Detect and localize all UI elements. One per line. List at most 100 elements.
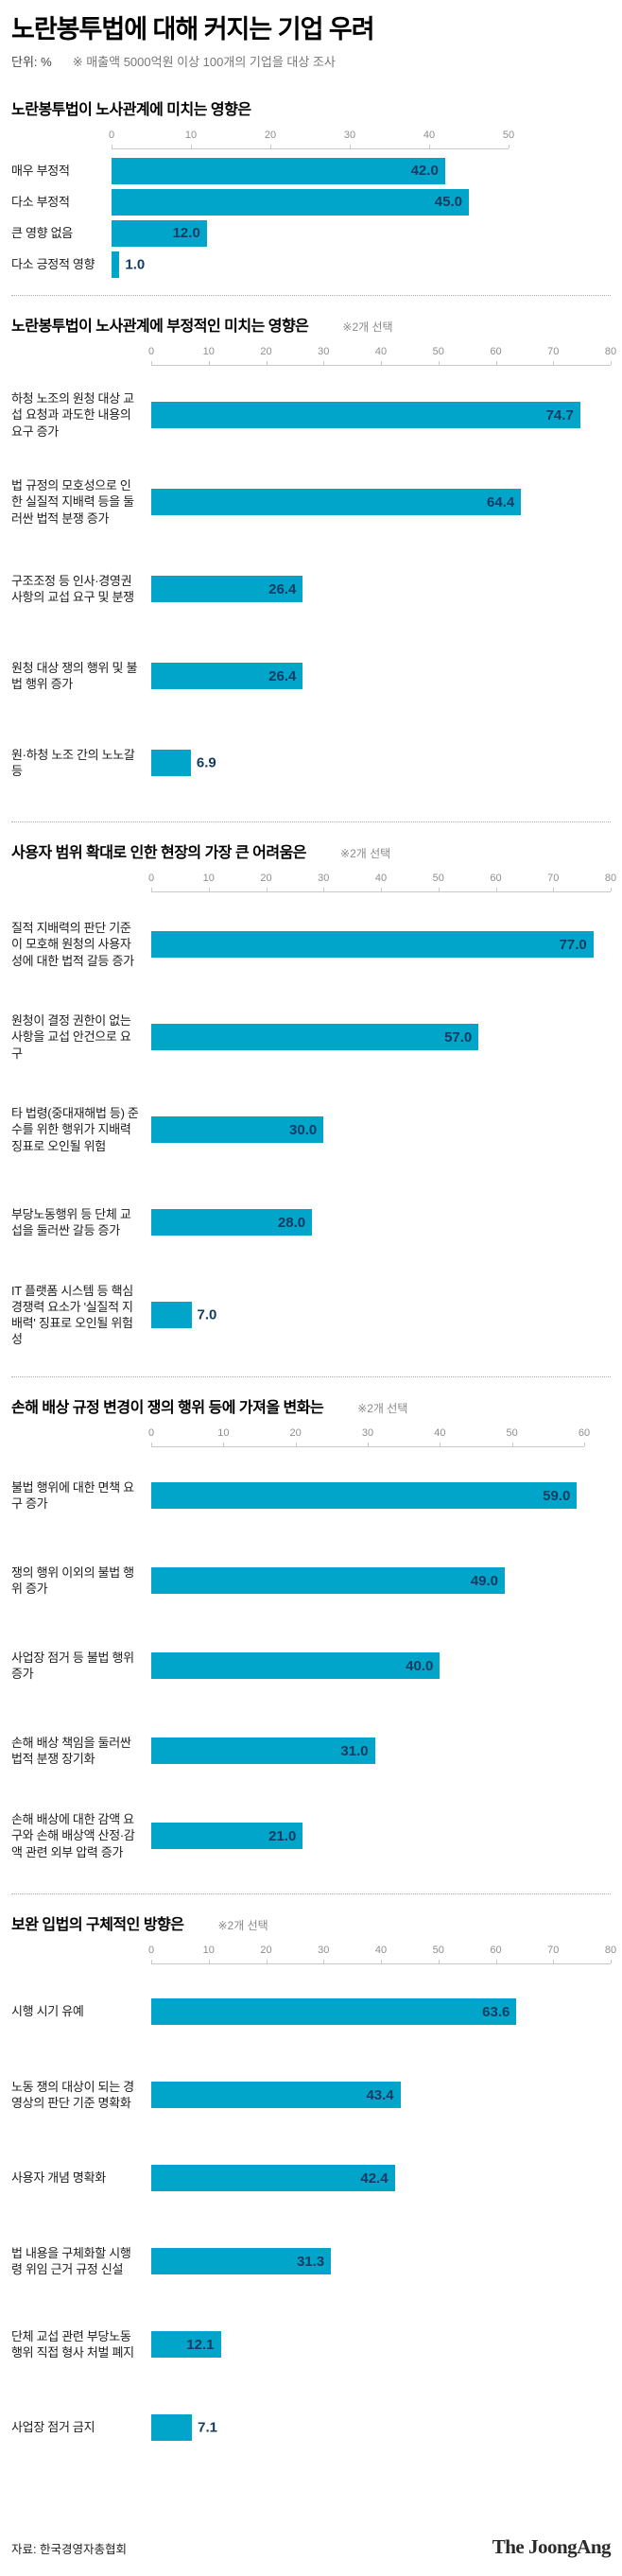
- x-axis: 0 10 20 30 40 50 60: [11, 1426, 611, 1448]
- axis-tick-label: 50: [506, 1427, 518, 1440]
- section-separator: [11, 1893, 611, 1895]
- axis-tick-mark: [323, 888, 325, 892]
- bar-area: 49.0: [151, 1567, 584, 1595]
- bar: 77.0: [151, 931, 594, 959]
- bar: 64.4: [151, 489, 522, 516]
- axis-tick-label: 40: [374, 1945, 388, 1957]
- category-label: 사업장 점거 등 불법 행위 증가: [11, 1650, 134, 1682]
- bar-area: 77.0: [151, 931, 611, 959]
- axis-tick-label: 80: [604, 873, 617, 885]
- axis-tick-label: 60: [490, 873, 502, 885]
- axis-tick-label: 60: [490, 346, 502, 358]
- category-label: 손해 배상에 대한 감액 요구와 손해 배상액 산정·감액 관련 외부 압력 증…: [11, 1812, 135, 1859]
- bar: 42.4: [151, 2165, 395, 2192]
- axis-tick-label: 10: [202, 346, 215, 358]
- axis-tick-label: 80: [604, 346, 617, 358]
- value-label: 7.0: [197, 1306, 217, 1323]
- chart-section-4: 손해 배상 규정 변경이 쟁의 행위 등에 가져올 변화는 ※2개 선택 0 10 20…: [11, 1394, 611, 1878]
- value-label: 63.6: [482, 2003, 510, 2020]
- axis-tick-label: 40: [374, 346, 388, 358]
- bar-row: 원·하청 노조 간의 노노갈등 6.9: [11, 719, 611, 806]
- bar: 21.0: [151, 1823, 303, 1850]
- bar: 42.0: [112, 157, 445, 184]
- value-label: 30.0: [289, 1121, 318, 1138]
- chart-section-1: 노란봉투법이 노사관계에 미치는 영향은 0 10 20 30 40 50 매우 부정적 42.…: [11, 96, 611, 280]
- value-label: 28.0: [277, 1214, 306, 1231]
- value-label: 26.4: [268, 580, 297, 597]
- value-label: 45.0: [434, 194, 462, 211]
- category-label: 원청 대상 쟁의 행위 및 불법 행위 증가: [11, 660, 138, 692]
- bar: 43.4: [151, 2082, 401, 2109]
- axis-tick-label: 40: [374, 873, 388, 885]
- chart-heading-row: 사용자 범위 확대로 인한 현장의 가장 큰 어려움은 ※2개 선택: [11, 839, 611, 862]
- axis-tick-mark: [223, 1443, 225, 1447]
- bar-row: 부당노동행위 등 단체 교섭을 둘러싼 갈등 증가 28.0: [11, 1176, 611, 1269]
- x-axis: 0 10 20 30 40 50 60 70 80: [11, 1944, 616, 1965]
- bar-area: 21.0: [151, 1823, 584, 1850]
- bar-area: 30.0: [151, 1116, 611, 1144]
- axis-tick-mark: [208, 1960, 210, 1964]
- source-label: 자료: 한국경영자총협회: [11, 2543, 127, 2556]
- value-label: 59.0: [543, 1487, 571, 1504]
- axis-tick-mark: [270, 145, 271, 149]
- category-label: 부당노동행위 등 단체 교섭을 둘러싼 갈등 증가: [11, 1206, 131, 1238]
- category-label: 매우 부정적: [11, 163, 70, 178]
- section-separator: [11, 1376, 611, 1378]
- axis-tick-mark: [381, 1960, 382, 1964]
- axis-spacer: [11, 345, 151, 366]
- bar: 40.0: [151, 1652, 441, 1680]
- axis-tick-label: 20: [289, 1427, 302, 1440]
- subtitle-row: 단위: % ※ 매출액 5000억원 이상 100개의 기업을 대상 조사: [11, 52, 611, 70]
- axis-tick-mark: [611, 888, 612, 892]
- bar: 7.0: [151, 1302, 216, 1329]
- chart-heading-row: 노란봉투법이 노사관계에 미치는 영향은: [11, 96, 611, 119]
- axis-tick-mark: [429, 145, 430, 149]
- value-label: 1.0: [125, 256, 146, 273]
- infographic-header: 노란봉투법에 대해 커지는 기업 우려 단위: % ※ 매출액 5000억원 이…: [11, 15, 611, 79]
- axis-tick-label: 10: [202, 1945, 215, 1957]
- value-label: 12.1: [186, 2336, 215, 2353]
- chart-title: 손해 배상 규정 변경이 쟁의 행위 등에 가져올 변화는: [11, 1400, 324, 1417]
- bar-row: 시행 시기 유예 63.6: [11, 1970, 611, 2053]
- axis-tick-label: 50: [432, 873, 444, 885]
- bar: 7.1: [151, 2414, 217, 2442]
- value-label: 21.0: [268, 1827, 297, 1844]
- bar-area: 31.3: [151, 2248, 611, 2275]
- axis-spacer: [11, 872, 151, 892]
- axis-line: 0 10 20 30 40 50 60 70 80: [148, 345, 616, 367]
- axis-tick-label: 50: [432, 346, 444, 358]
- axis-tick-label: 20: [260, 346, 272, 358]
- value-label: 7.1: [198, 2419, 217, 2436]
- bar-area: 26.4: [151, 663, 611, 690]
- axis-tick-label: 0: [147, 873, 155, 885]
- category-label: 질적 지배력의 판단 기준이 모호해 원청의 사용자성에 대한 법적 갈등 증가: [11, 921, 134, 968]
- bar-row: IT 플랫폼 시스템 등 핵심 경쟁력 요소가 '실질적 지배력' 징표로 오인…: [11, 1269, 611, 1361]
- axis-tick-mark: [440, 1443, 441, 1447]
- axis-tick-mark: [151, 1443, 152, 1447]
- axis-tick-label: 60: [578, 1427, 591, 1440]
- bar-row: 노동 쟁의 대상이 되는 경영상의 판단 기준 명확화 43.4: [11, 2053, 611, 2136]
- axis-tick-label: 50: [432, 1945, 444, 1957]
- axis-tick-label: 0: [147, 1945, 155, 1957]
- bar: 6.9: [151, 750, 216, 777]
- axis-tick-label: 10: [202, 873, 215, 885]
- axis-tick-mark: [151, 888, 152, 892]
- bar-area: 42.0: [112, 157, 509, 184]
- category-label: 큰 영향 없음: [11, 225, 73, 240]
- bar-row: 쟁의 행위 이외의 불법 행위 증가 49.0: [11, 1538, 611, 1623]
- unit-label: 단위: %: [11, 55, 52, 70]
- bar: 12.1: [151, 2331, 221, 2359]
- axis-tick-mark: [208, 888, 210, 892]
- category-label: 단체 교섭 관련 부당노동 행위 직접 형사 처벌 폐지: [11, 2328, 134, 2360]
- axis-tick-mark: [511, 1443, 513, 1447]
- bar: 26.4: [151, 663, 303, 690]
- chart-section-3: 사용자 범위 확대로 인한 현장의 가장 큰 어려움은 ※2개 선택 0 10 20 30…: [11, 839, 616, 1361]
- category-label: 손해 배상 책임을 둘러싼 법적 분쟁 장기화: [11, 1735, 131, 1767]
- axis-tick-label: 20: [260, 873, 272, 885]
- joongang-logo: The JoongAng: [492, 2535, 612, 2558]
- value-label: 31.3: [296, 2253, 325, 2270]
- axis-tick-mark: [438, 361, 440, 366]
- chart-section-5: 보완 입법의 구체적인 방향은 ※2개 선택 0 10 20 30 40 50 60 70 80 시행…: [11, 1911, 616, 2469]
- category-label: 다소 긍정적 영향: [11, 256, 95, 271]
- value-label: 42.0: [410, 163, 439, 180]
